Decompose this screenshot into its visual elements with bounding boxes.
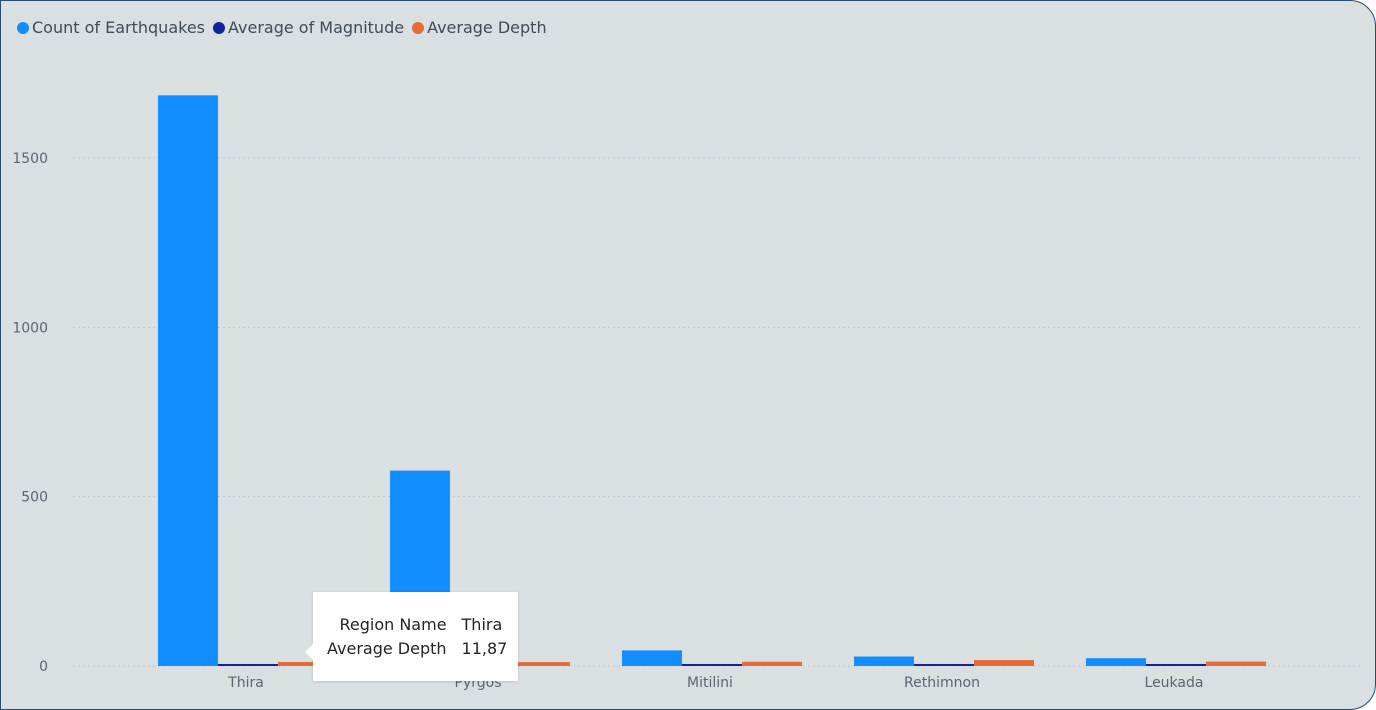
legend-label-depth: Average Depth — [427, 18, 547, 37]
bar-average-depth-rethimnon[interactable] — [974, 660, 1034, 666]
legend-item-depth[interactable]: Average Depth — [412, 18, 547, 37]
legend-label-count: Count of Earthquakes — [32, 18, 205, 37]
x-tick-label: Rethimnon — [904, 675, 980, 691]
legend: Count of Earthquakes Average of Magnitud… — [17, 18, 555, 37]
y-tick-label: 500 — [21, 490, 48, 506]
tooltip: Region Name Thira Average Depth 11,87 — [305, 592, 518, 681]
bar-count-of-earthquakes-thira[interactable] — [158, 95, 218, 666]
tooltip-key: Region Name — [339, 615, 447, 634]
y-tick-label: 1000 — [12, 320, 48, 336]
bar-average-depth-pyrgos[interactable] — [510, 662, 570, 666]
bar-count-of-earthquakes-rethimnon[interactable] — [854, 656, 914, 666]
bar-average-of-magnitude-thira[interactable] — [218, 664, 278, 666]
legend-dot-magnitude — [213, 21, 225, 34]
y-tick-label: 0 — [39, 659, 48, 675]
y-tick-label: 1500 — [12, 151, 48, 167]
legend-label-magnitude: Average of Magnitude — [228, 18, 405, 37]
tooltip-row: Region Name Thira — [327, 614, 507, 638]
bar-average-of-magnitude-leukada[interactable] — [1146, 664, 1206, 666]
tooltip-value: Thira — [461, 615, 503, 634]
tooltip-value: 11,87 — [461, 639, 508, 658]
x-tick-label: Leukada — [1145, 675, 1204, 691]
bar-average-depth-leukada[interactable] — [1206, 661, 1266, 666]
legend-item-magnitude[interactable]: Average of Magnitude — [213, 18, 404, 37]
legend-item-count[interactable]: Count of Earthquakes — [17, 18, 205, 37]
bar-average-of-magnitude-rethimnon[interactable] — [914, 664, 974, 666]
legend-dot-depth — [412, 21, 425, 34]
bar-average-of-magnitude-mitilini[interactable] — [682, 664, 742, 666]
bar-count-of-earthquakes-mitilini[interactable] — [622, 650, 682, 666]
tooltip-key: Average Depth — [327, 639, 447, 658]
legend-dot-count — [17, 21, 29, 34]
bar-count-of-earthquakes-leukada[interactable] — [1086, 658, 1146, 666]
tooltip-table: Region Name Thira Average Depth 11,87 — [327, 614, 507, 662]
bar-average-depth-thira[interactable] — [278, 661, 338, 666]
x-tick-label: Mitilini — [687, 675, 733, 691]
x-tick-label: Thira — [227, 675, 264, 691]
tooltip-row: Average Depth 11,87 — [327, 638, 507, 662]
bar-average-depth-mitilini[interactable] — [742, 661, 802, 666]
